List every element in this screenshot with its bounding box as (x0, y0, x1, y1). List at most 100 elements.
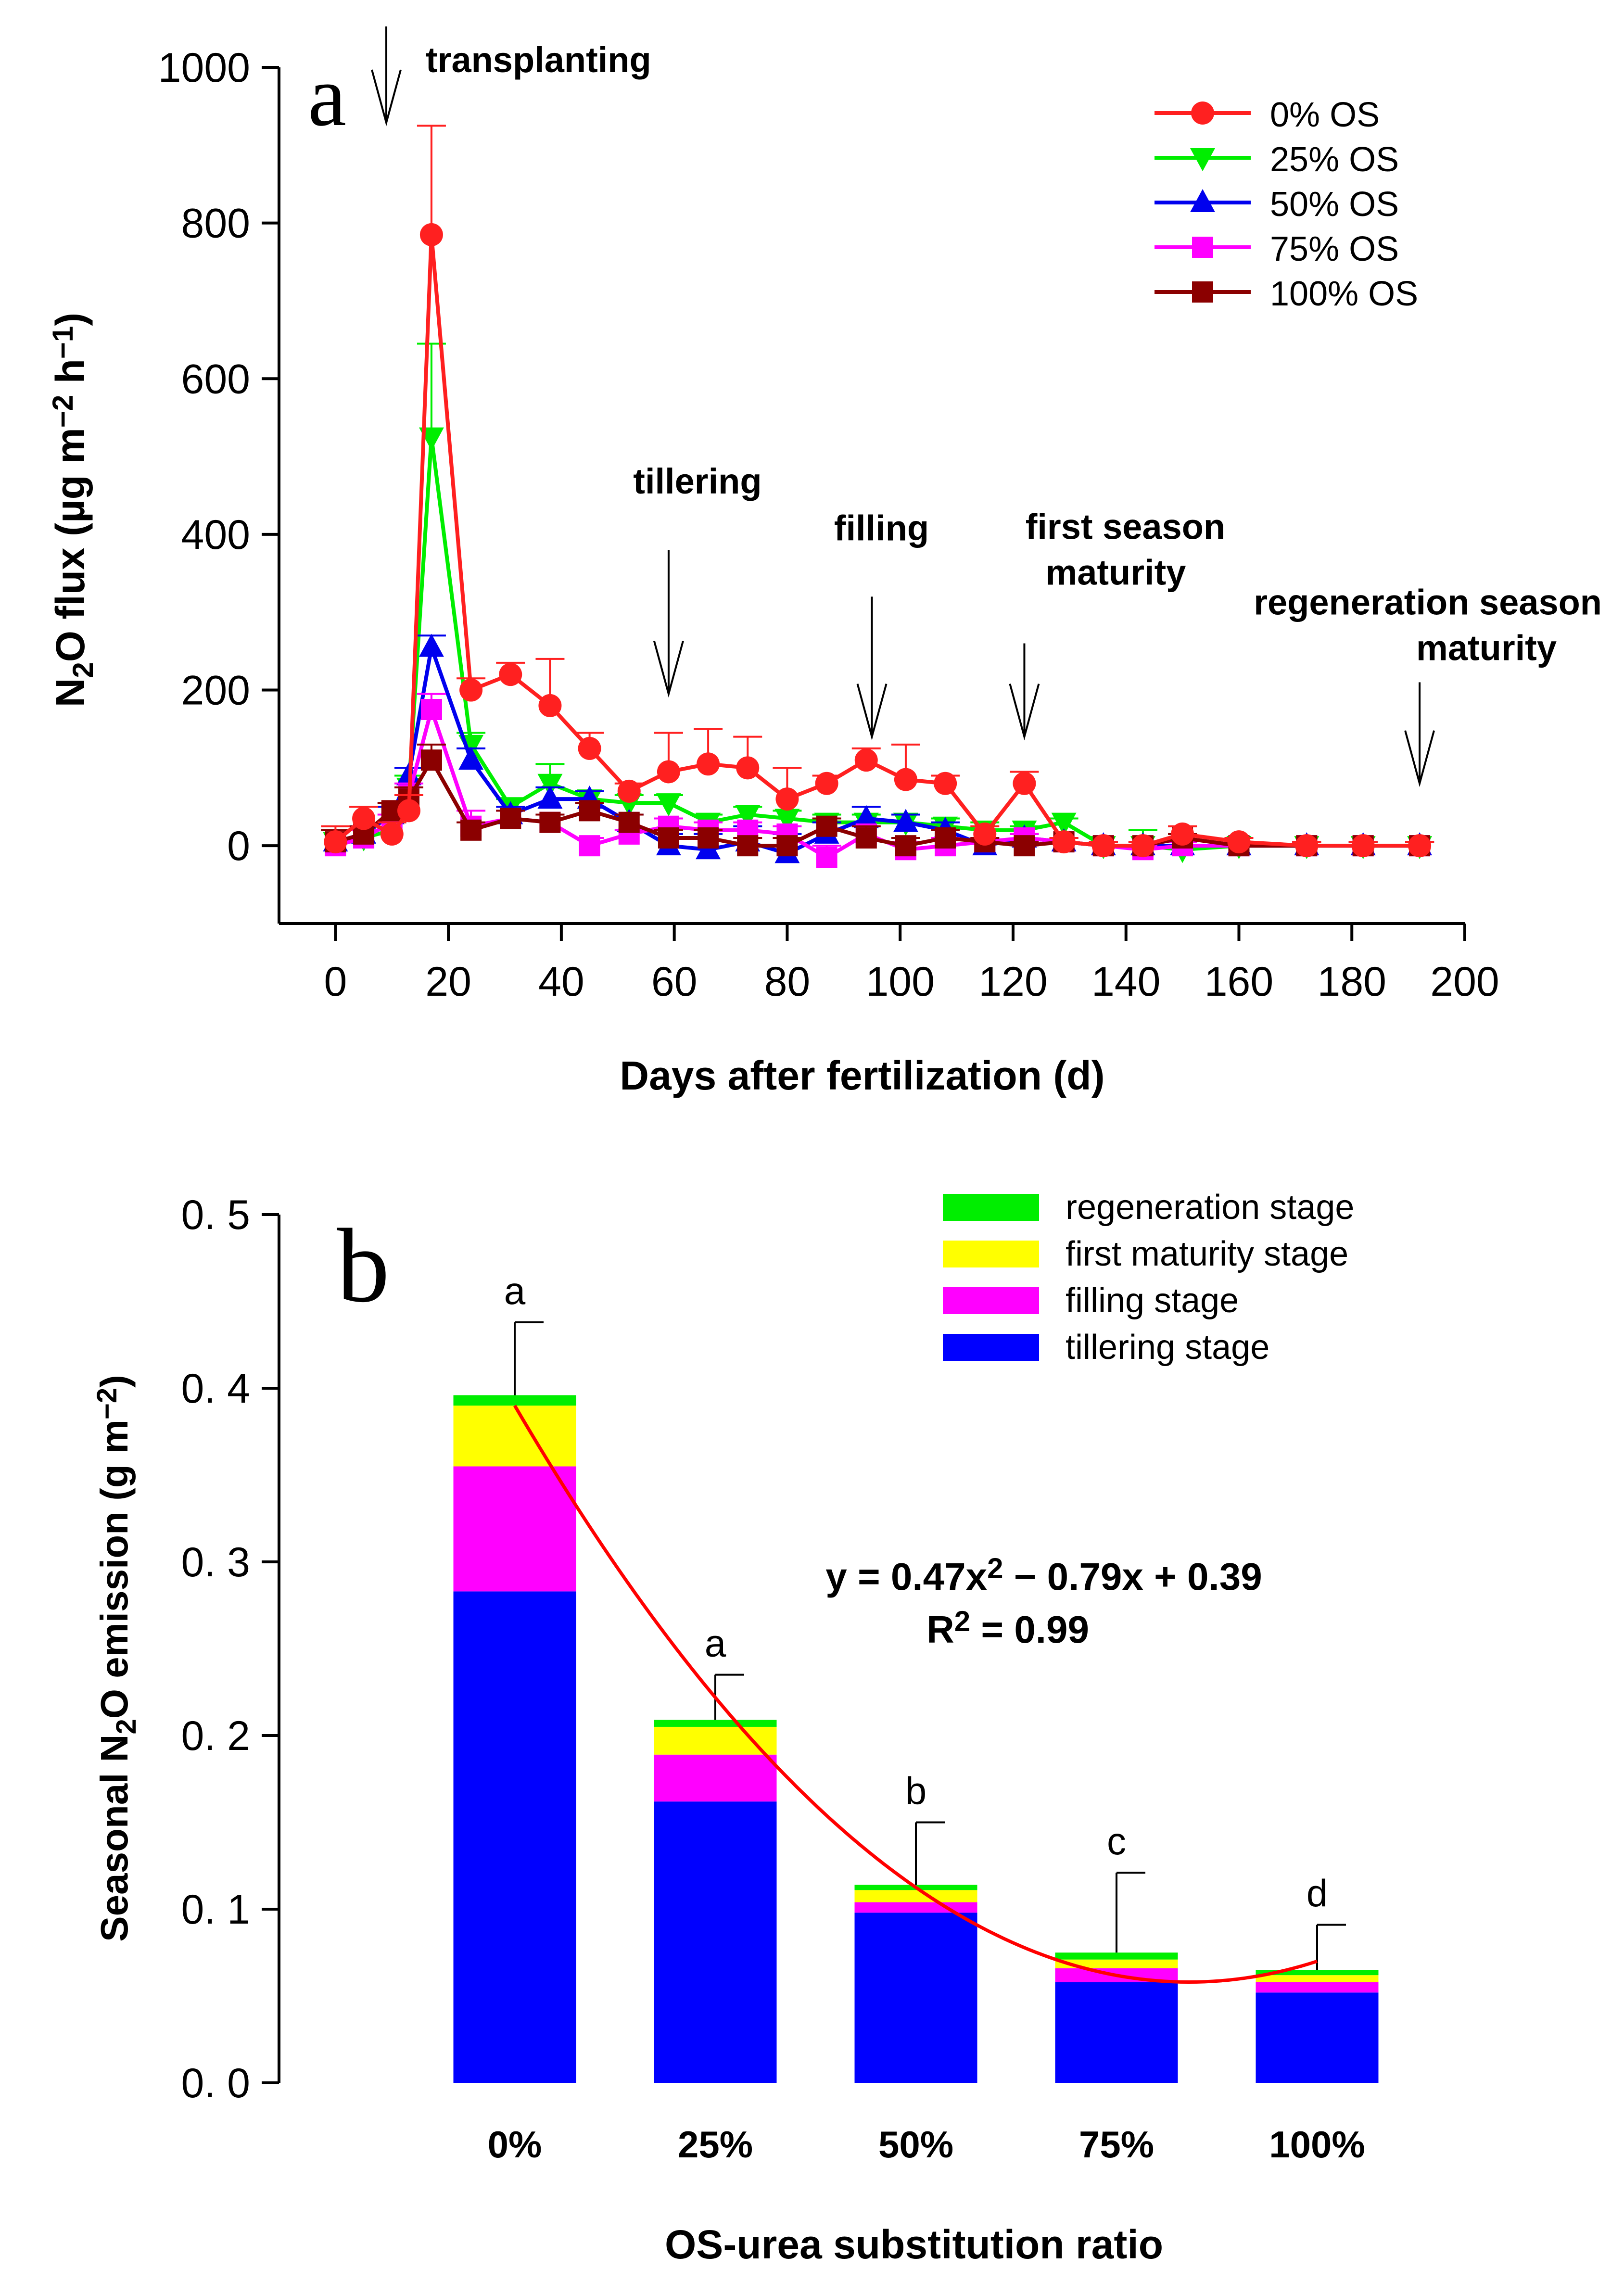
fit-curve (513, 1405, 1318, 1984)
fit-equation: y = 0.47x2 − 0.79x + 0.39 (825, 1552, 1262, 1598)
legend-label: 25% OS (1270, 140, 1399, 179)
y-tick-label: 400 (181, 512, 251, 558)
data-point (1192, 237, 1213, 258)
significance-letter: a (705, 1622, 726, 1665)
x-tick-label: 20 (425, 959, 471, 1005)
y-label-subscript: 2 (67, 662, 99, 678)
annotation-label: first season (1026, 507, 1225, 546)
bar-segment-regeneration-stage (1055, 1952, 1178, 1960)
data-point (1190, 189, 1215, 212)
bar-segment-regeneration-stage (453, 1395, 576, 1406)
r2-part: R (926, 1608, 954, 1651)
legend-label: regeneration stage (1066, 1188, 1354, 1227)
data-point (697, 752, 720, 776)
y-label-superscript: −2 (91, 1388, 123, 1419)
annotation-label: filling (834, 508, 929, 548)
data-point (895, 835, 916, 857)
y-tick-label: 0. 0 (181, 2060, 250, 2106)
annotation-tillering: tillering (633, 461, 762, 698)
data-point (816, 815, 837, 837)
bar-segment-tillering-stage (453, 1591, 576, 2083)
bar-segment-first-maturity-stage (1055, 1959, 1178, 1968)
x-tick-label: 140 (1091, 959, 1161, 1005)
bar-segment-filling-stage (453, 1466, 576, 1592)
bar-segment-filling-stage (854, 1902, 977, 1913)
x-tick-label: 40 (538, 959, 584, 1005)
x-axis-label: OS-urea substitution ratio (665, 2222, 1163, 2267)
equation-superscript: 2 (987, 1552, 1003, 1584)
series-0-os (321, 125, 1434, 858)
data-point (774, 809, 800, 832)
data-point (578, 736, 601, 760)
data-point (698, 827, 719, 849)
arrow-head (653, 641, 684, 698)
bar-segment-tillering-stage (1055, 1982, 1178, 2083)
annotation-label: maturity (1416, 628, 1557, 668)
fit-r-squared: R2 = 0.99 (926, 1605, 1089, 1651)
data-point (1014, 835, 1035, 857)
legend-label: first maturity stage (1066, 1235, 1348, 1273)
arrow-head (371, 69, 402, 127)
annotation-first-season-maturity: first season maturity (1009, 507, 1225, 741)
legend-label: tillering stage (1066, 1328, 1269, 1367)
data-point (894, 768, 917, 791)
data-point (420, 749, 442, 771)
r2-part: = 0.99 (970, 1608, 1089, 1651)
y-label-superscript: −2 (47, 395, 79, 428)
legend-swatch (943, 1287, 1039, 1314)
data-point (1190, 148, 1215, 171)
panel-b-stacked-bar-chart: a a b c d 0. 0 0. 1 0. 2 0. 3 0. 4 0. 5 0% 25% 50% 75%… (91, 1188, 1379, 2267)
bar-segment-first-maturity-stage (453, 1406, 576, 1467)
series-line (335, 703, 1420, 860)
annotation-label: maturity (1045, 552, 1186, 592)
bar-segment-first-maturity-stage (1256, 1975, 1379, 1982)
data-point (1052, 830, 1076, 854)
y-label-superscript: −1 (47, 326, 79, 359)
x-tick-label: 60 (651, 959, 698, 1005)
data-point (735, 805, 761, 828)
legend-label: 75% OS (1270, 230, 1399, 268)
data-point (1191, 101, 1214, 125)
data-point (893, 809, 918, 832)
legend-swatch (943, 1194, 1039, 1221)
data-point (617, 779, 641, 803)
data-point (737, 835, 759, 857)
y-tick-label: 0. 2 (181, 1713, 250, 1759)
y-tick-label: 1000 (158, 45, 250, 91)
data-point (1192, 281, 1213, 303)
legend-swatch (943, 1334, 1039, 1361)
data-point (419, 634, 444, 657)
data-point (579, 835, 600, 857)
x-tick-label: 180 (1317, 959, 1386, 1005)
r2-superscript: 2 (954, 1605, 970, 1637)
y-label-part: ) (48, 313, 93, 326)
annotation-label: tillering (633, 461, 761, 501)
x-tick-label: 25% (678, 2123, 753, 2166)
bar-segment-filling-stage (654, 1754, 777, 1802)
data-point (499, 663, 522, 686)
data-point (1051, 812, 1077, 836)
data-point (500, 808, 521, 829)
bar-stack-50pct (854, 1885, 977, 2083)
annotation-regeneration-season-maturity: regeneration season maturity (1254, 582, 1602, 787)
x-tick-label: 0% (488, 2123, 542, 2166)
data-point (815, 772, 838, 795)
data-point (618, 811, 640, 833)
bar-segment-first-maturity-stage (854, 1890, 977, 1902)
legend-a: 0% OS 25% OS 50% OS 75% OS 100% OS (1155, 96, 1418, 313)
data-point (1227, 830, 1251, 854)
data-point (853, 805, 879, 828)
y-label-part: O flux (µg m (48, 428, 93, 662)
y-label-part: N (48, 678, 93, 708)
data-point (460, 819, 482, 841)
panel-label-b: b (337, 1207, 390, 1324)
series-line (334, 234, 1420, 848)
data-point (397, 799, 420, 823)
y-tick-label: 0 (227, 823, 250, 869)
series-line (335, 756, 1420, 848)
bar-segment-filling-stage (1256, 1982, 1379, 1993)
x-tick-label: 50% (878, 2123, 953, 2166)
data-point (775, 787, 799, 811)
data-point (352, 807, 376, 830)
